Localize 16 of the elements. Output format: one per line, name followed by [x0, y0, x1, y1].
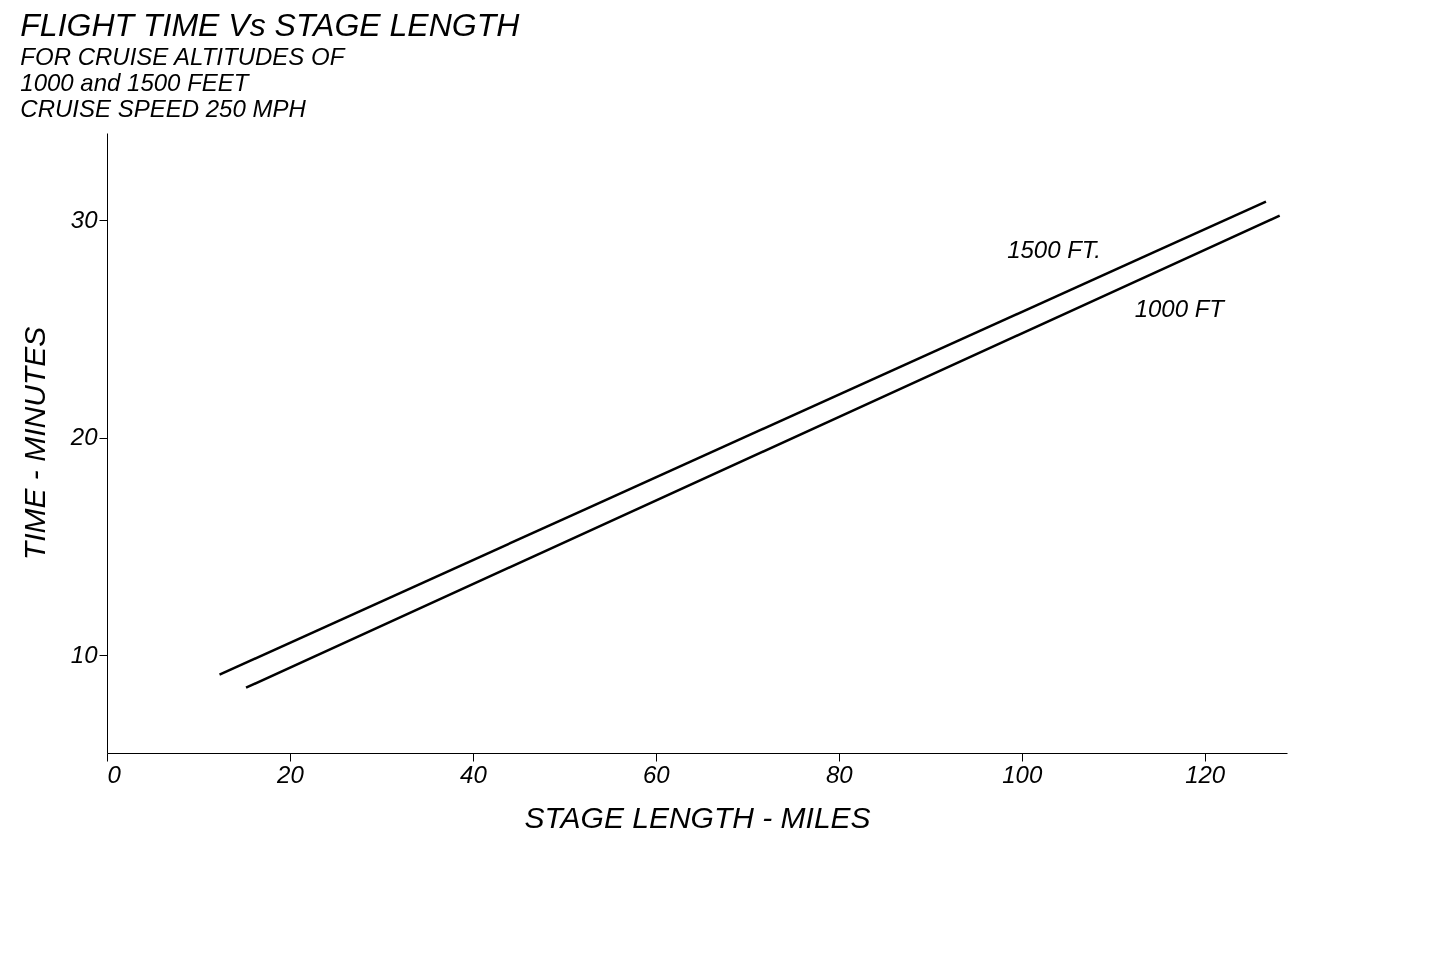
chart-subtitle: FOR CRUISE ALTITUDES OF 1000 and 1500 FEET CRUISE SPEED 250 MPH — [20, 43, 346, 122]
y-tick-label: 10 — [70, 640, 99, 668]
x-tick-label: 120 — [1185, 760, 1226, 788]
x-tick-label: 80 — [825, 760, 854, 788]
x-tick-label: 100 — [1002, 760, 1043, 788]
series-label: 1000 FT — [1134, 295, 1227, 323]
y-tick-label: 30 — [70, 205, 99, 233]
y-tick-label: 20 — [69, 423, 99, 451]
chart-title: FLIGHT TIME Vs STAGE LENGTH — [20, 7, 521, 43]
x-tick-label: 60 — [642, 760, 671, 788]
x-axis-title: STAGE LENGTH - MILES — [524, 800, 871, 834]
x-tick-label: 40 — [460, 760, 488, 788]
y-axis-title: TIME - MINUTES — [17, 326, 51, 561]
series-label: 1500 FT. — [1007, 235, 1101, 263]
x-tick-label: 20 — [276, 760, 305, 788]
x-tick-label: 0 — [107, 760, 122, 788]
